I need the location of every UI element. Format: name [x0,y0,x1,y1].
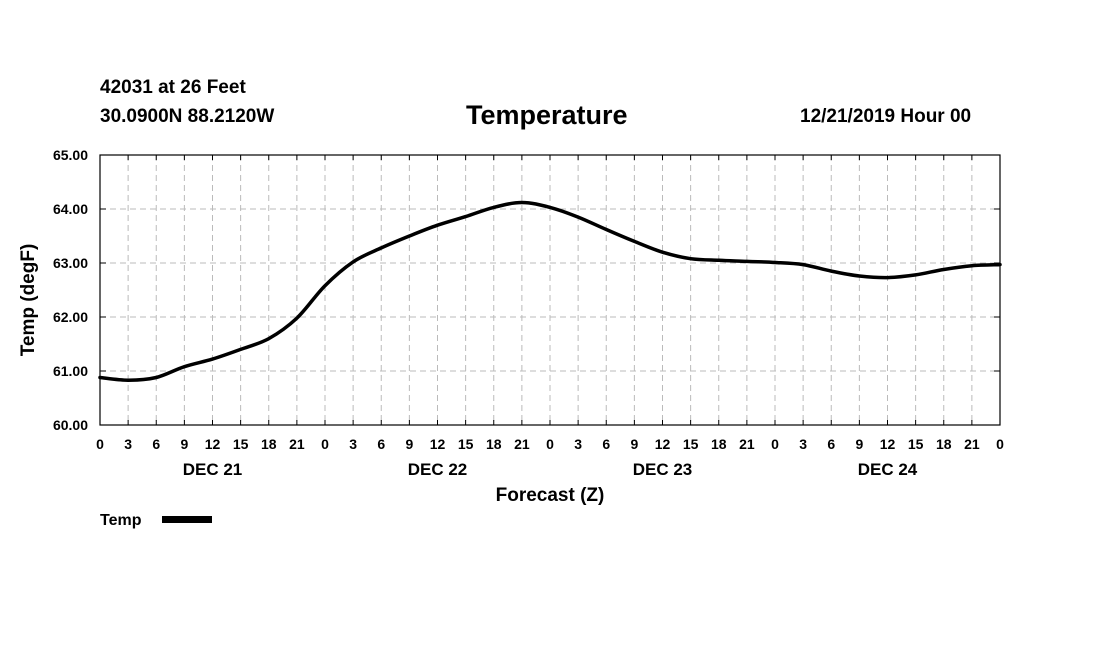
x-tick-label: 21 [289,436,305,452]
x-tick-label: 3 [124,436,132,452]
y-tick-label: 61.00 [53,363,88,379]
legend-label: Temp [100,512,142,529]
x-tick-label: 15 [233,436,249,452]
x-tick-label: 6 [602,436,610,452]
x-tick-label: 6 [152,436,160,452]
x-tick-label: 3 [349,436,357,452]
day-label: DEC 22 [408,460,468,479]
x-tick-label: 18 [936,436,952,452]
x-tick-label: 3 [574,436,582,452]
x-tick-label: 9 [180,436,188,452]
x-tick-label: 12 [880,436,896,452]
x-tick-label: 0 [996,436,1004,452]
x-axis-label: Forecast (Z) [496,485,605,506]
x-tick-label: 18 [486,436,502,452]
temp-series-line [98,200,1002,382]
x-tick-label: 9 [405,436,413,452]
y-tick-label: 65.00 [53,147,88,163]
x-tick-label: 21 [964,436,980,452]
y-tick-label: 64.00 [53,201,88,217]
coordinates-label: 30.0900N 88.2120W [100,106,275,127]
x-tick-label: 9 [630,436,638,452]
x-tick-label: 15 [458,436,474,452]
x-tick-label: 0 [321,436,329,452]
y-tick-labels: 60.00 61.00 62.00 63.00 64.00 65.00 [53,147,88,433]
y-tick-label: 63.00 [53,255,88,271]
x-tick-label: 0 [771,436,779,452]
day-labels: DEC 21 DEC 22 DEC 23 DEC 24 [183,460,918,479]
station-label: 42031 at 26 Feet [100,77,246,98]
axis-ticks [99,154,1001,426]
x-tick-labels: 0 3 6 9 12 15 18 21 0 3 6 9 12 15 18 21 0 3 6 9 12 15 18 21 0 3 6 9… [96,436,1004,452]
legend-swatch [162,516,212,523]
x-tick-label: 15 [908,436,924,452]
x-tick-label: 12 [430,436,446,452]
x-tick-label: 21 [739,436,755,452]
day-label: DEC 23 [633,460,693,479]
day-label: DEC 24 [858,460,918,479]
x-tick-label: 6 [827,436,835,452]
x-tick-label: 3 [799,436,807,452]
day-label: DEC 21 [183,460,243,479]
x-tick-label: 12 [205,436,221,452]
x-tick-label: 18 [261,436,277,452]
x-tick-label: 21 [514,436,530,452]
x-tick-label: 9 [855,436,863,452]
x-tick-label: 18 [711,436,727,452]
y-tick-label: 60.00 [53,417,88,433]
forecast-datetime: 12/21/2019 Hour 00 [800,106,972,127]
x-tick-label: 0 [96,436,104,452]
y-axis-label: Temp (degF) [18,244,39,357]
chart-title: Temperature [466,100,628,130]
x-tick-label: 15 [683,436,699,452]
grid-lines [100,155,1000,425]
x-tick-label: 0 [546,436,554,452]
x-tick-label: 6 [377,436,385,452]
y-tick-label: 62.00 [53,309,88,325]
x-tick-label: 12 [655,436,671,452]
